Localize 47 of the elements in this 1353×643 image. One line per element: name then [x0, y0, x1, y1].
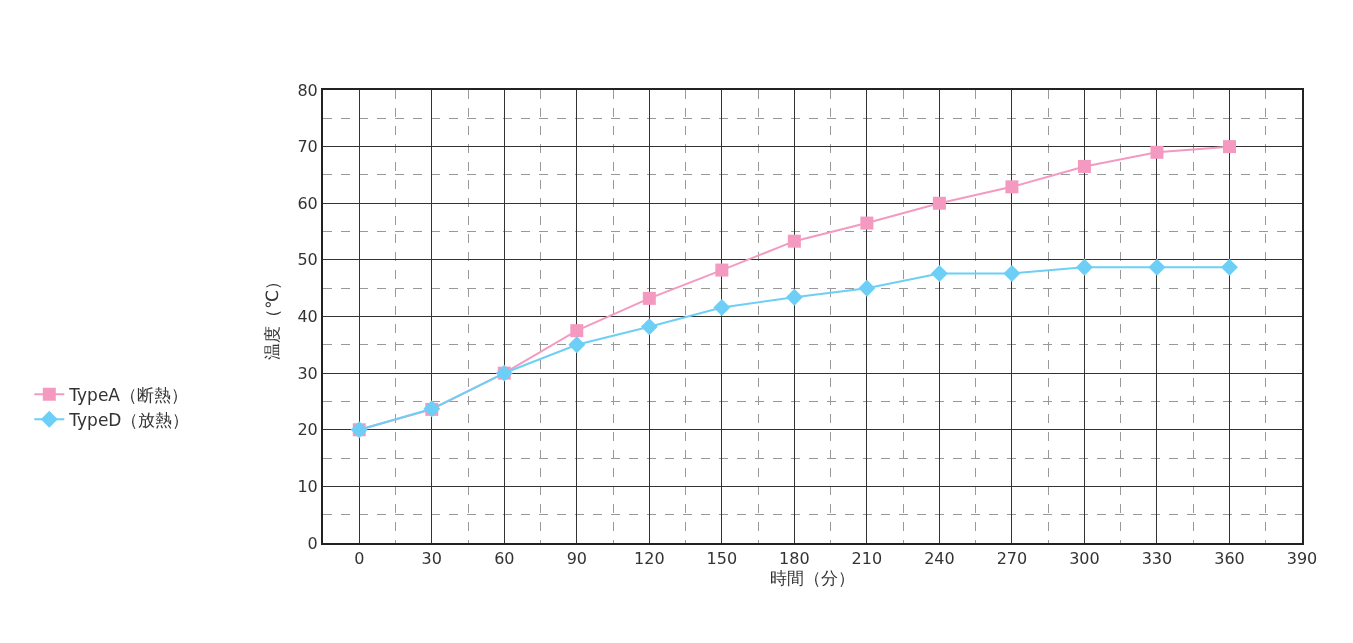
x-tick-label: 330: [1141, 549, 1173, 569]
x-tick-label: 90: [566, 549, 587, 569]
y-tick-label: 60: [297, 193, 318, 213]
x-axis-title: 時間（分）: [770, 568, 855, 589]
legend-label: TypeD（放熱）: [68, 409, 190, 430]
point: [858, 279, 876, 297]
point: [1003, 265, 1021, 282]
x-tick-label: 360: [1214, 549, 1245, 569]
point: [642, 291, 656, 305]
point: [715, 263, 729, 277]
x-tick-label: 0: [354, 549, 365, 569]
y-tick-label: 50: [297, 250, 318, 270]
x-tick-label: 180: [779, 549, 810, 569]
point: [1150, 145, 1164, 159]
point: [930, 265, 948, 282]
point: [1148, 258, 1166, 276]
point: [1077, 159, 1091, 173]
legend-label: TypeA（断熱）: [68, 384, 188, 405]
point: [1221, 258, 1238, 276]
x-tick-label: 120: [634, 549, 665, 569]
y-tick-label: 10: [297, 476, 318, 496]
point: [640, 318, 658, 336]
y-tick-label: 80: [297, 80, 318, 100]
x-tick-label: 210: [851, 549, 883, 569]
point: [860, 216, 874, 230]
y-tick-label: 0: [307, 533, 318, 553]
y-tick-label: 40: [297, 307, 318, 327]
point: [713, 298, 731, 316]
x-tick-label: 270: [996, 549, 1028, 569]
point: [785, 288, 803, 306]
point: [787, 234, 801, 248]
x-tick-label: 300: [1069, 549, 1100, 569]
y-axis-title: 温度（℃）: [262, 272, 283, 361]
y-tick-label: 20: [297, 420, 318, 440]
point: [568, 336, 586, 354]
x-tick-label: 240: [924, 549, 955, 569]
x-tick-label: 390: [1286, 549, 1318, 569]
y-tick-label: 70: [297, 137, 318, 157]
point: [1075, 258, 1093, 276]
x-tick-label: 30: [421, 549, 442, 569]
point: [1005, 180, 1019, 194]
point: [1222, 140, 1236, 154]
x-tick-label: 60: [494, 549, 515, 569]
point: [932, 196, 946, 210]
x-tick-label: 150: [706, 549, 738, 569]
point: [570, 324, 584, 338]
y-tick-label: 30: [297, 363, 318, 383]
